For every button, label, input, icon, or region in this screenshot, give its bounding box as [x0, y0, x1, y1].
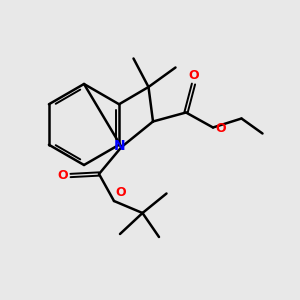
Text: O: O: [116, 186, 126, 199]
Text: N: N: [114, 140, 126, 153]
Text: O: O: [188, 69, 199, 82]
Text: O: O: [58, 169, 68, 182]
Text: O: O: [215, 122, 226, 135]
